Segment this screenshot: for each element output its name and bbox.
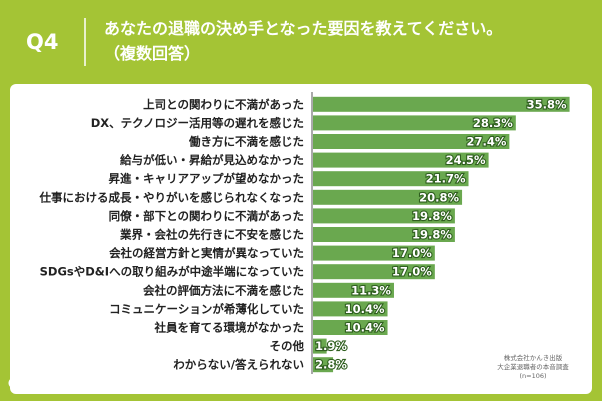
value-label: 10.4% (345, 302, 385, 316)
bar (313, 282, 394, 298)
bar (313, 134, 510, 149)
category-label: わからない/答えられない (173, 358, 304, 372)
bar (313, 338, 327, 354)
bar (313, 264, 435, 280)
category-label: 働き方に不満を感じた (188, 135, 304, 149)
category-label: コミュニケーションが希薄化していた (109, 302, 304, 316)
category-label: 業界・会社の先行きに不安を感じた (119, 228, 304, 242)
category-label: 上司との関わりに不満があった (143, 97, 304, 111)
header-divider (84, 18, 86, 66)
category-label: 給与が低い・昇給が見込めなかった (120, 153, 304, 167)
bar (313, 171, 469, 187)
value-label: 21.7% (426, 172, 466, 186)
value-label: 19.8% (412, 228, 452, 242)
category-label: 同僚・部下との関わりに不満があった (109, 209, 304, 223)
bar (313, 96, 570, 112)
source-sample-size: (n=106) (519, 372, 547, 380)
value-label: 24.5% (446, 153, 486, 167)
question-title-line1: あなたの退職の決め手となった要因を教えてください。 (104, 19, 503, 38)
bar (313, 320, 388, 335)
bar (313, 245, 435, 261)
bar (313, 115, 516, 131)
category-label: 会社の評価方法に不満を感じた (142, 283, 304, 297)
chart-panel: 上司との関わりに不満があった 35.8% DX、テクノロジー活用等の遅れを感じた 28… (10, 84, 592, 394)
category-label: SDGsやD&Iへの取り組みが中途半端になっていた (40, 265, 304, 279)
brand-name: リサピー (25, 377, 74, 391)
question-title: あなたの退職の決め手となった要因を教えてください。 （複数回答） (104, 16, 502, 66)
value-label: 11.3% (351, 283, 391, 297)
value-label: 28.3% (473, 116, 513, 130)
source-company: 株式会社かんき出版 (503, 354, 563, 362)
bar (313, 301, 388, 317)
value-label: 17.0% (392, 246, 432, 260)
value-label: 35.8% (527, 97, 567, 111)
brand-logo: リサピー (8, 375, 73, 392)
value-label: 17.0% (392, 265, 432, 279)
bar (313, 227, 455, 242)
category-label: 社員を育てる環境がなかった (154, 321, 305, 335)
bar-chart: 上司との関わりに不満があった 35.8% DX、テクノロジー活用等の遅れを感じた 28… (39, 92, 570, 374)
category-label: DX、テクノロジー活用等の遅れを感じた (91, 116, 304, 130)
category-label: その他 (270, 339, 305, 353)
bar (313, 152, 489, 168)
question-title-line2: （複数回答） (104, 44, 201, 63)
bar (313, 189, 463, 205)
category-label: 仕事における成長・やりがいを感じられなくなった (39, 190, 305, 204)
bar (313, 208, 455, 224)
brand-logo-icon (8, 377, 22, 390)
question-number: Q4 (26, 30, 59, 54)
value-label: 27.4% (466, 135, 506, 149)
header: Q4 あなたの退職の決め手となった要因を教えてください。 （複数回答） (0, 0, 602, 80)
bar (313, 357, 334, 373)
value-label: 1.9% (315, 339, 347, 353)
source-note: 株式会社かんき出版 大企業退職者の本音調査 (n=106) (478, 354, 588, 381)
category-label: 会社の経営方針と実情が異なっていた (108, 246, 304, 260)
value-label: 2.8% (315, 358, 347, 372)
source-survey: 大企業退職者の本音調査 (497, 363, 569, 371)
value-label: 20.8% (419, 190, 459, 204)
value-label: 10.4% (345, 321, 385, 335)
value-label: 19.8% (412, 209, 452, 223)
category-label: 昇進・キャリアアップが望めなかった (109, 172, 305, 186)
